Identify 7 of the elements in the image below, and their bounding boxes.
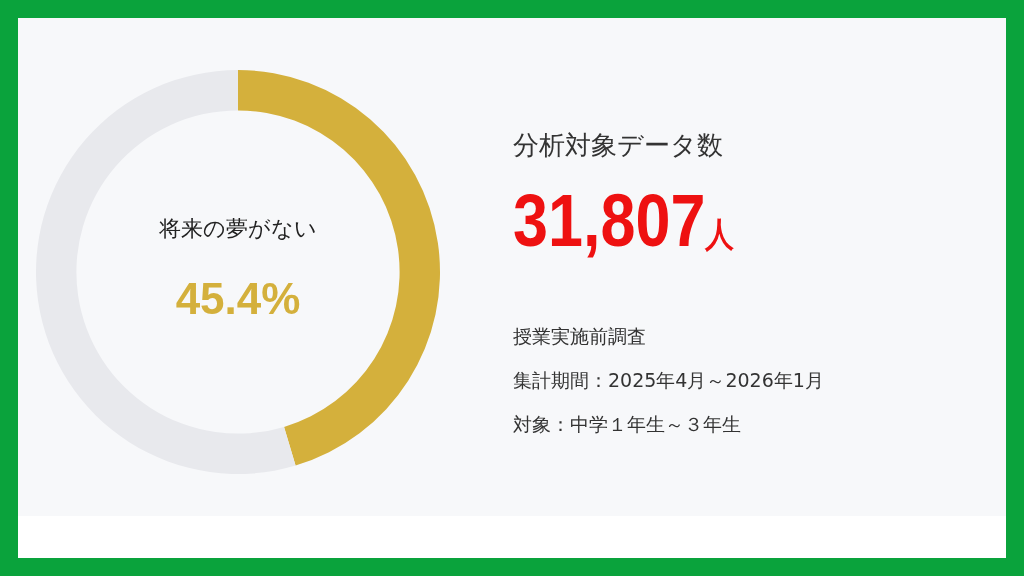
text: 対象：中学１年生～３年生 bbox=[513, 412, 742, 437]
slice-label: 将来の夢がない bbox=[158, 215, 317, 241]
data-label: 45.4% bbox=[175, 274, 301, 324]
text: 集計期間：2025年4月～2026年1月 bbox=[513, 368, 825, 393]
text: 授業実施前調査 bbox=[513, 324, 647, 349]
text: 分析対象データ数 bbox=[513, 129, 724, 162]
text: 31,807人 bbox=[513, 178, 736, 264]
